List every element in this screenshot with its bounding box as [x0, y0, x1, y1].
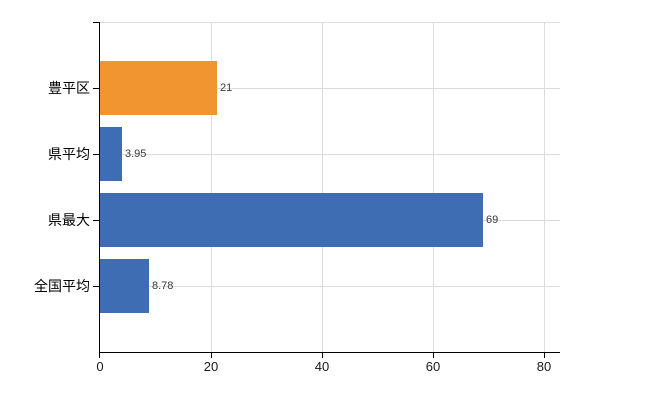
bar-value-label: 69 — [486, 214, 499, 226]
x-tick-label: 60 — [425, 359, 441, 374]
h-gridline — [100, 286, 560, 287]
x-tick-label: 40 — [314, 359, 330, 374]
category-label: 県平均 — [48, 146, 90, 162]
y-tick-mark — [93, 88, 99, 89]
x-tick-mark — [211, 352, 212, 358]
bar — [100, 61, 217, 115]
v-gridline — [211, 22, 212, 352]
x-tick-label: 0 — [96, 359, 104, 374]
x-tick-label: 80 — [536, 359, 552, 374]
category-label: 豊平区 — [48, 80, 90, 96]
bar-value-label: 3.95 — [125, 148, 147, 160]
h-gridline — [100, 154, 560, 155]
h-gridline — [100, 88, 560, 89]
category-label: 全国平均 — [34, 278, 90, 294]
x-tick-mark — [99, 352, 100, 358]
x-tick-mark — [322, 352, 323, 358]
y-tick-mark — [93, 286, 99, 287]
x-axis-line — [99, 352, 560, 353]
category-label: 県最大 — [48, 212, 90, 228]
x-tick-label: 20 — [203, 359, 219, 374]
y-tick-mark — [93, 220, 99, 221]
x-tick-mark — [544, 352, 545, 358]
plot-top-border — [100, 22, 560, 23]
bar-value-label: 8.78 — [152, 280, 174, 292]
y-axis-line — [99, 22, 100, 353]
y-tick-mark — [93, 154, 99, 155]
bar-value-label: 21 — [220, 82, 233, 94]
v-gridline — [544, 22, 545, 352]
bar — [100, 127, 122, 181]
y-axis-top-tick — [93, 22, 99, 23]
bar — [100, 193, 483, 247]
bar — [100, 259, 149, 313]
x-tick-mark — [433, 352, 434, 358]
v-gridline — [433, 22, 434, 352]
v-gridline — [322, 22, 323, 352]
